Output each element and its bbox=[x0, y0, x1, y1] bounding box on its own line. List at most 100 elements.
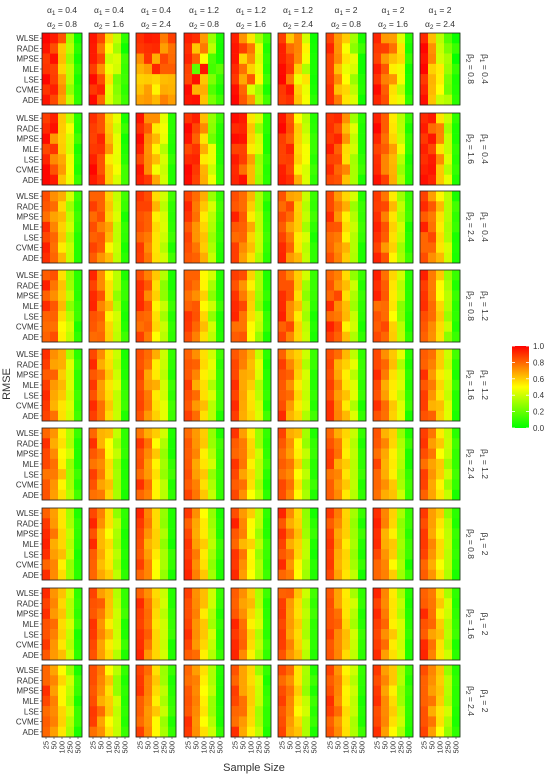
heatmap-cell bbox=[74, 349, 83, 360]
heatmap-cell bbox=[58, 143, 67, 155]
heatmap-cell bbox=[66, 438, 75, 449]
heatmap-cell bbox=[428, 448, 437, 460]
heatmap-cell bbox=[420, 706, 429, 717]
heatmap-cell bbox=[42, 665, 51, 676]
heatmap-cell bbox=[350, 94, 359, 106]
heatmap-cell bbox=[278, 191, 287, 202]
heatmap-cell bbox=[136, 489, 145, 501]
heatmap-cell bbox=[239, 321, 248, 333]
heatmap-cell bbox=[278, 133, 287, 145]
heatmap-cell bbox=[452, 569, 461, 581]
heatmap-cell bbox=[97, 300, 106, 312]
heatmap-cell bbox=[144, 479, 153, 491]
heatmap-cell bbox=[58, 598, 67, 609]
heatmap-panel bbox=[88, 190, 130, 264]
heatmap-cell bbox=[105, 538, 114, 550]
heatmap-panels bbox=[41, 32, 461, 738]
heatmap-cell bbox=[278, 448, 287, 460]
heatmap-cell bbox=[42, 349, 51, 360]
heatmap-cell bbox=[152, 232, 161, 243]
heatmap-cell bbox=[310, 618, 319, 630]
panel-border bbox=[230, 190, 272, 264]
heatmap-cell bbox=[58, 479, 67, 491]
heatmap-cell bbox=[50, 164, 59, 176]
heatmap-cell bbox=[334, 63, 343, 75]
heatmap-cell bbox=[294, 143, 303, 155]
heatmap-cell bbox=[152, 94, 161, 106]
heatmap-cell bbox=[278, 242, 287, 254]
row-facet-beta2: β2 = 2.4 bbox=[464, 212, 476, 242]
heatmap-cell bbox=[42, 479, 51, 491]
heatmap-cell bbox=[358, 349, 367, 360]
heatmap-cell bbox=[420, 113, 429, 124]
heatmap-cell bbox=[294, 559, 303, 571]
heatmap-cell bbox=[334, 290, 343, 302]
panel-border bbox=[88, 507, 130, 581]
heatmap-cell bbox=[255, 164, 264, 176]
heatmap-cell bbox=[121, 379, 130, 391]
y-tick-label: MLE bbox=[23, 460, 39, 469]
heatmap-cell bbox=[405, 508, 414, 519]
heatmap-cell bbox=[334, 211, 343, 223]
heatmap-panel bbox=[419, 664, 461, 738]
heatmap-cell bbox=[105, 359, 114, 370]
heatmap-cell bbox=[74, 508, 83, 519]
heatmap-cell bbox=[397, 639, 406, 651]
heatmap-cell bbox=[74, 675, 83, 686]
heatmap-cell bbox=[263, 448, 272, 460]
heatmap-panel bbox=[183, 190, 225, 264]
panel-border bbox=[419, 190, 461, 264]
heatmap-cell bbox=[74, 716, 83, 728]
heatmap-cell bbox=[89, 379, 98, 391]
heatmap-cell bbox=[452, 448, 461, 460]
heatmap-cell bbox=[436, 448, 445, 460]
heatmap-cell bbox=[255, 33, 264, 44]
heatmap-cell bbox=[184, 588, 193, 599]
heatmap-cell bbox=[310, 569, 319, 581]
heatmap-cell bbox=[208, 639, 217, 651]
heatmap-cell bbox=[381, 598, 390, 609]
heatmap-cell bbox=[168, 321, 177, 333]
heatmap-cell bbox=[216, 458, 225, 470]
heatmap-cell bbox=[334, 608, 343, 620]
heatmap-cell bbox=[428, 685, 437, 697]
heatmap-cell bbox=[231, 232, 240, 243]
heatmap-cell bbox=[192, 706, 201, 717]
heatmap-cell bbox=[358, 598, 367, 609]
heatmap-cell bbox=[255, 629, 264, 640]
heatmap-cell bbox=[89, 311, 98, 322]
heatmap-cell bbox=[247, 639, 256, 651]
heatmap-cell bbox=[342, 538, 351, 550]
heatmap-cell bbox=[310, 191, 319, 202]
heatmap-cell bbox=[74, 211, 83, 223]
heatmap-panel bbox=[325, 507, 367, 581]
heatmap-cell bbox=[286, 518, 295, 529]
heatmap-cell bbox=[452, 84, 461, 96]
heatmap-cell bbox=[389, 270, 398, 281]
heatmap-cell bbox=[436, 242, 445, 254]
heatmap-cell bbox=[192, 143, 201, 155]
heatmap-cell bbox=[208, 390, 217, 401]
heatmap-cell bbox=[263, 639, 272, 651]
heatmap-cell bbox=[89, 201, 98, 212]
heatmap-cell bbox=[152, 211, 161, 223]
heatmap-cell bbox=[66, 518, 75, 529]
heatmap-cell bbox=[286, 588, 295, 599]
heatmap-cell bbox=[216, 608, 225, 620]
heatmap-cell bbox=[121, 43, 130, 54]
heatmap-cell bbox=[255, 349, 264, 360]
heatmap-cell bbox=[74, 311, 83, 322]
heatmap-cell bbox=[286, 695, 295, 707]
heatmap-cell bbox=[50, 665, 59, 676]
heatmap-cell bbox=[184, 438, 193, 449]
heatmap-cell bbox=[452, 242, 461, 254]
heatmap-cell bbox=[389, 349, 398, 360]
heatmap-cell bbox=[97, 53, 106, 65]
heatmap-panel bbox=[41, 507, 83, 581]
heatmap-cell bbox=[50, 84, 59, 96]
heatmap-cell bbox=[342, 518, 351, 529]
heatmap-cell bbox=[208, 53, 217, 65]
heatmap-cell bbox=[97, 211, 106, 223]
heatmap-cell bbox=[58, 191, 67, 202]
x-tick-label: 500 bbox=[121, 741, 130, 754]
